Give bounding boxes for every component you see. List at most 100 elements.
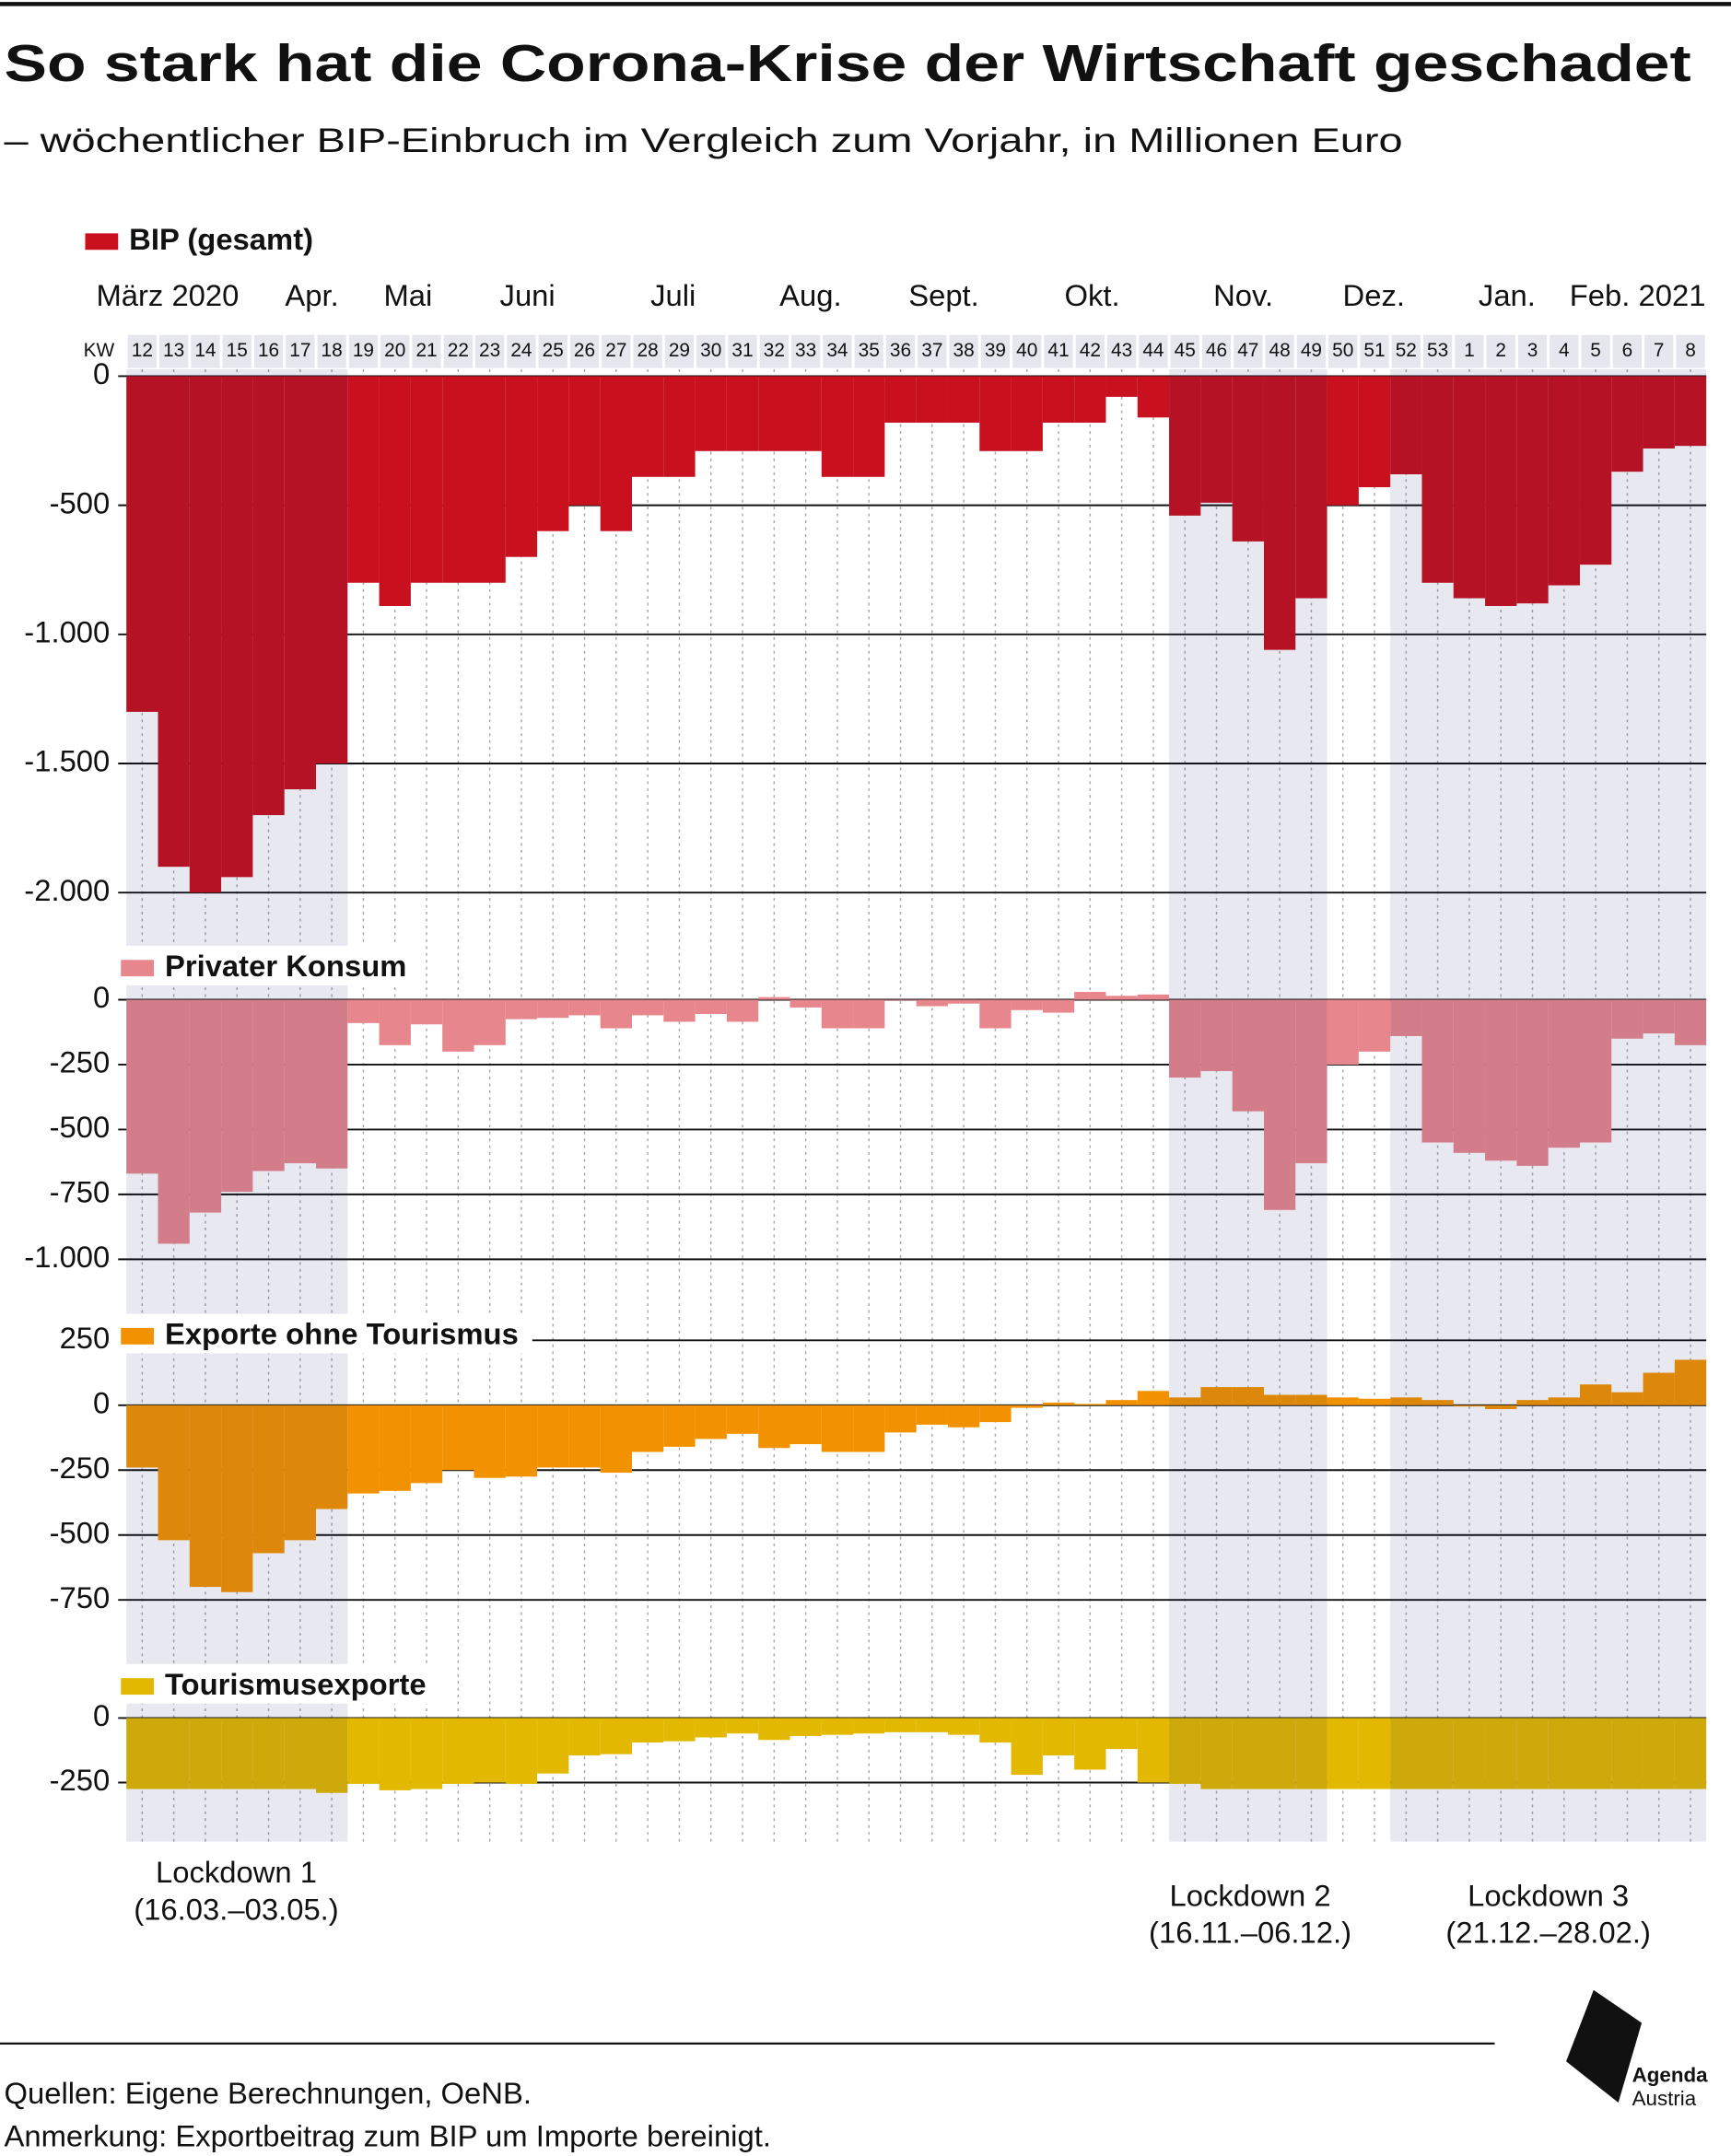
bar <box>1516 376 1549 604</box>
kw-cell <box>728 334 757 368</box>
bar <box>1548 999 1580 1148</box>
bar <box>1263 376 1296 650</box>
bar <box>695 1404 727 1439</box>
month-label: Juni <box>500 278 556 312</box>
bar <box>1548 1718 1580 1789</box>
bar <box>916 1718 948 1732</box>
logo-line2: Austria <box>1632 2087 1697 2110</box>
bar <box>1232 376 1264 542</box>
legend: Exporte ohne Tourismus <box>115 1313 532 1354</box>
bar <box>884 376 917 423</box>
bar <box>347 376 380 583</box>
bar <box>884 1404 917 1433</box>
bar <box>1611 999 1643 1039</box>
month-label: Mai <box>383 278 432 312</box>
kw-cell <box>1044 334 1073 368</box>
bar <box>537 1718 569 1774</box>
bar <box>315 999 348 1169</box>
kw-cell <box>348 334 379 368</box>
bar <box>1011 999 1043 1010</box>
x-tick-label: 17 <box>289 340 310 361</box>
bar <box>1516 1718 1549 1789</box>
kw-cell <box>1170 334 1199 368</box>
logo-line1: Agenda <box>1632 2064 1709 2087</box>
kw-cell <box>1517 334 1548 368</box>
kw-cell <box>507 334 536 368</box>
x-tick-label: 33 <box>795 340 816 361</box>
month-label: Feb. 2021 <box>1570 278 1706 312</box>
bar <box>1327 999 1359 1065</box>
bar <box>1074 376 1106 423</box>
bar <box>631 1404 664 1452</box>
bar <box>1421 376 1454 583</box>
bar <box>695 1718 727 1738</box>
bar <box>1011 376 1043 451</box>
bar <box>537 999 569 1019</box>
lockdown-dates: (16.03.–03.05.) <box>134 1892 338 1926</box>
bar <box>631 999 664 1016</box>
bar <box>284 376 316 790</box>
bar <box>315 1718 348 1793</box>
bar <box>789 1404 822 1445</box>
bar <box>1358 376 1391 488</box>
bar <box>1232 999 1264 1112</box>
legend-swatch <box>85 233 119 251</box>
kw-cell <box>1201 334 1232 368</box>
x-tick-label: 52 <box>1396 340 1417 361</box>
bar <box>347 1718 380 1784</box>
y-tick-label: -250 <box>50 1045 111 1079</box>
x-tick-label: 22 <box>448 340 469 361</box>
bar <box>1232 1718 1264 1789</box>
bar <box>1137 1718 1170 1783</box>
bar <box>1169 1718 1201 1784</box>
bar <box>252 1404 285 1554</box>
legend-swatch <box>121 1678 155 1696</box>
bar <box>1453 376 1486 599</box>
bar <box>537 1404 569 1468</box>
bar <box>979 1404 1012 1423</box>
footer-sources: Quellen: Eigene Berechnungen, OeNB. <box>4 2076 532 2110</box>
legend-background <box>79 219 327 259</box>
legend-background <box>115 1663 440 1704</box>
bar <box>1611 1392 1643 1405</box>
bar <box>789 376 822 451</box>
bar <box>505 1404 538 1477</box>
kw-cell <box>191 334 220 368</box>
kw-cell <box>1550 334 1579 368</box>
kw-cell <box>1644 334 1674 368</box>
bar <box>1074 1718 1106 1770</box>
kw-cell <box>1296 334 1327 368</box>
kw-cell <box>1234 334 1263 368</box>
bar <box>410 1404 443 1484</box>
kw-cell <box>790 334 821 368</box>
bar <box>1327 1397 1359 1405</box>
legend-background <box>115 945 421 985</box>
bar <box>379 1404 411 1491</box>
bar <box>537 376 569 531</box>
kw-cell <box>1422 334 1453 368</box>
lockdown-dates: (16.11.–06.12.) <box>1149 1916 1351 1950</box>
bar <box>1137 1391 1170 1405</box>
footer-note: Anmerkung: Exportbeitrag zum BIP um Impo… <box>4 2118 770 2152</box>
bar <box>947 1404 980 1428</box>
kw-cell <box>222 334 251 368</box>
y-tick-label: -250 <box>50 1763 111 1797</box>
bar <box>315 1404 348 1509</box>
x-tick-label: 27 <box>605 340 626 361</box>
kw-cell <box>854 334 883 368</box>
bar <box>853 999 885 1029</box>
bar <box>568 999 601 1016</box>
bar <box>1327 376 1359 506</box>
bar <box>979 1718 1012 1743</box>
bar <box>158 376 190 868</box>
kw-cell <box>696 334 726 368</box>
kw-cell <box>1012 334 1042 368</box>
bar <box>695 999 727 1014</box>
bar <box>568 1404 601 1468</box>
x-tick-label: 31 <box>731 340 753 361</box>
bar <box>284 1404 316 1541</box>
kw-cell <box>885 334 916 368</box>
bar <box>221 376 253 878</box>
bar <box>1421 1400 1454 1405</box>
bar <box>1358 1398 1391 1405</box>
